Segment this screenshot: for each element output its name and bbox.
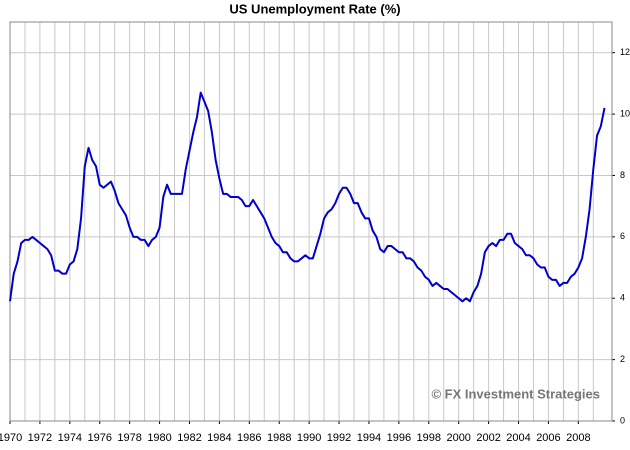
y-tick-label: 12 bbox=[620, 47, 630, 57]
y-tick-label: 2 bbox=[620, 354, 625, 364]
x-tick-label: 1972 bbox=[28, 432, 52, 444]
x-tick-label: 1978 bbox=[117, 432, 141, 444]
y-tick-label: 0 bbox=[620, 415, 625, 425]
x-tick-label: 2008 bbox=[566, 432, 590, 444]
watermark: © FX Investment Strategies bbox=[431, 386, 600, 401]
x-tick-label: 1976 bbox=[87, 432, 111, 444]
x-tick-label: 1984 bbox=[207, 432, 231, 444]
x-tick-label: 2006 bbox=[536, 432, 560, 444]
x-tick-label: 2002 bbox=[476, 432, 500, 444]
x-tick-label: 2000 bbox=[446, 432, 470, 444]
x-tick-label: 1996 bbox=[387, 432, 411, 444]
x-tick-label: 1988 bbox=[267, 432, 291, 444]
x-tick-label: 1974 bbox=[58, 432, 82, 444]
x-tick-label: 1986 bbox=[237, 432, 261, 444]
data-line bbox=[9, 91, 606, 303]
y-tick-label: 4 bbox=[620, 293, 625, 303]
plot-area: 0 2 4 6 8 10 12 1970 1972 1974 1976 1978 1980 1982 198… bbox=[0, 21, 630, 444]
x-tick-label: 1994 bbox=[357, 432, 381, 444]
chart-title: US Unemployment Rate (%) bbox=[229, 1, 400, 16]
x-tick-label: 2004 bbox=[506, 432, 530, 444]
y-tick-label: 8 bbox=[620, 170, 625, 180]
x-tick-label: 1998 bbox=[417, 432, 441, 444]
x-tick-label: 1982 bbox=[177, 432, 201, 444]
x-tick-label: 1992 bbox=[327, 432, 351, 444]
x-tick-label: 1970 bbox=[0, 432, 22, 444]
x-tick-label: 1990 bbox=[297, 432, 321, 444]
x-tick-label: 1980 bbox=[147, 432, 171, 444]
y-tick-label: 10 bbox=[620, 108, 630, 118]
y-tick-label: 6 bbox=[620, 231, 625, 241]
plot-frame bbox=[9, 21, 613, 422]
